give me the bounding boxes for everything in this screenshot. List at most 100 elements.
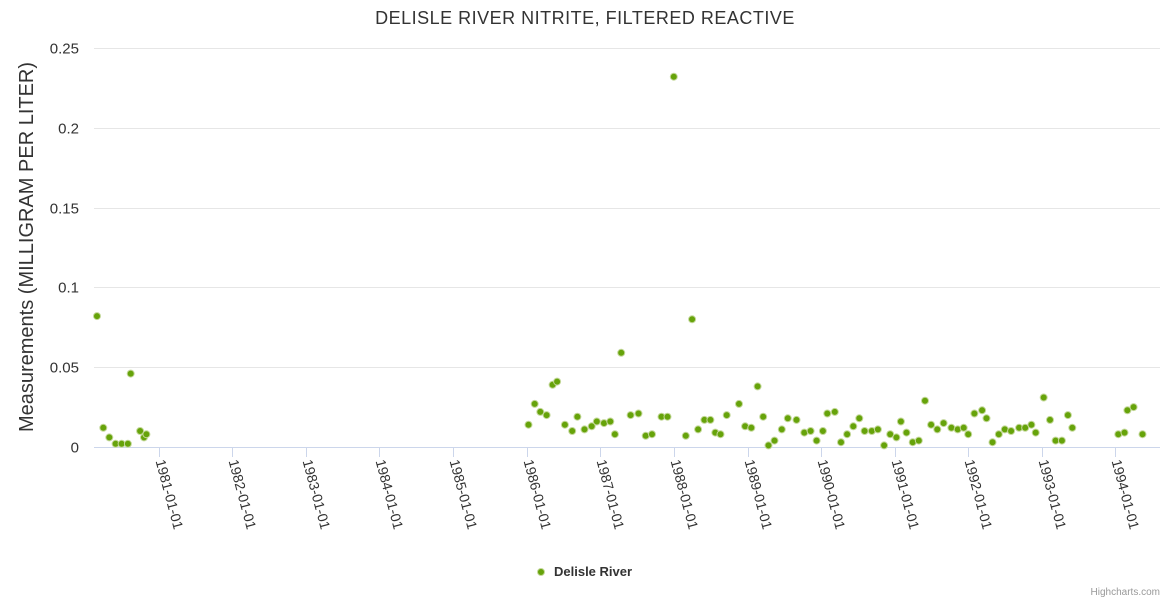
- data-point[interactable]: [626, 411, 635, 420]
- data-point[interactable]: [1129, 403, 1138, 412]
- data-point[interactable]: [1027, 420, 1036, 429]
- data-point[interactable]: [849, 422, 858, 431]
- data-point[interactable]: [927, 420, 936, 429]
- data-point[interactable]: [688, 315, 697, 324]
- data-point[interactable]: [830, 407, 839, 416]
- data-point[interactable]: [634, 409, 643, 418]
- credits-link[interactable]: Highcharts.com: [1091, 587, 1160, 598]
- data-point[interactable]: [105, 433, 114, 442]
- chart-title: DELISLE RIVER NITRITE, FILTERED REACTIVE: [375, 8, 795, 28]
- data-point[interactable]: [982, 414, 991, 423]
- data-point[interactable]: [964, 430, 973, 439]
- data-point[interactable]: [792, 415, 801, 424]
- gridlines: [94, 48, 1160, 368]
- data-point[interactable]: [1039, 393, 1048, 402]
- legend-marker[interactable]: [537, 568, 545, 576]
- data-point[interactable]: [587, 422, 596, 431]
- data-point[interactable]: [530, 399, 539, 408]
- data-point[interactable]: [1138, 430, 1147, 439]
- y-tick-label: 0.25: [50, 41, 79, 58]
- data-point[interactable]: [536, 407, 545, 416]
- data-point[interactable]: [136, 427, 145, 435]
- data-point[interactable]: [747, 423, 756, 432]
- data-point[interactable]: [959, 423, 968, 432]
- data-point[interactable]: [706, 415, 715, 424]
- data-point[interactable]: [921, 396, 929, 405]
- data-point[interactable]: [542, 411, 551, 420]
- data-point[interactable]: [994, 430, 1003, 439]
- data-point[interactable]: [663, 412, 672, 421]
- data-point[interactable]: [735, 399, 743, 408]
- y-tick-label: 0: [71, 440, 79, 457]
- data-point[interactable]: [837, 438, 845, 447]
- y-axis-title: Measurements (MILLIGRAM PER LITER): [16, 62, 38, 432]
- data-point[interactable]: [1021, 423, 1030, 432]
- y-tick-label: 0.2: [58, 121, 79, 138]
- y-tick-label: 0.15: [50, 201, 79, 218]
- data-point[interactable]: [1063, 411, 1072, 420]
- data-point[interactable]: [681, 431, 690, 440]
- data-point[interactable]: [592, 417, 601, 426]
- y-tick-label: 0.1: [58, 280, 79, 297]
- data-point[interactable]: [823, 409, 832, 418]
- data-point[interactable]: [978, 406, 987, 415]
- data-point[interactable]: [568, 427, 577, 435]
- legend[interactable]: Delisle River: [537, 564, 633, 579]
- legend-item-delisle-river[interactable]: Delisle River: [554, 564, 632, 579]
- data-point[interactable]: [777, 425, 786, 434]
- data-point[interactable]: [902, 428, 911, 437]
- data-point[interactable]: [939, 419, 948, 428]
- data-point[interactable]: [843, 430, 852, 439]
- data-point[interactable]: [580, 425, 589, 434]
- data-point[interactable]: [694, 425, 703, 434]
- data-point[interactable]: [573, 412, 582, 421]
- data-point[interactable]: [1046, 415, 1054, 424]
- data-point[interactable]: [753, 382, 762, 391]
- data-point[interactable]: [914, 436, 923, 445]
- data-point[interactable]: [880, 441, 889, 450]
- data-point[interactable]: [123, 439, 132, 448]
- data-point[interactable]: [669, 72, 678, 81]
- data-point[interactable]: [806, 427, 815, 435]
- data-point[interactable]: [716, 430, 725, 439]
- data-point[interactable]: [1007, 427, 1016, 435]
- data-point[interactable]: [648, 430, 656, 439]
- data-point[interactable]: [1057, 436, 1066, 445]
- data-point[interactable]: [126, 369, 135, 378]
- data-point[interactable]: [812, 436, 821, 445]
- data-point[interactable]: [892, 433, 901, 442]
- data-point[interactable]: [896, 417, 905, 426]
- data-point[interactable]: [617, 348, 626, 357]
- data-point[interactable]: [1123, 406, 1132, 415]
- data-point[interactable]: [560, 420, 569, 429]
- data-point[interactable]: [93, 312, 101, 321]
- data-point[interactable]: [606, 417, 615, 426]
- data-point[interactable]: [933, 425, 942, 434]
- data-point[interactable]: [610, 430, 619, 439]
- y-axis-ticks: 0 0.05 0.1 0.15 0.2 0.25: [50, 41, 79, 457]
- data-point[interactable]: [1120, 428, 1129, 437]
- data-point[interactable]: [873, 425, 882, 434]
- series-delisle-river[interactable]: [93, 72, 1147, 450]
- data-point[interactable]: [1031, 428, 1040, 437]
- data-point[interactable]: [524, 420, 533, 429]
- data-point[interactable]: [764, 441, 773, 450]
- data-point[interactable]: [988, 438, 997, 447]
- data-point[interactable]: [783, 414, 792, 423]
- data-point[interactable]: [142, 430, 151, 439]
- data-point[interactable]: [860, 427, 869, 435]
- data-point[interactable]: [1068, 423, 1077, 432]
- data-point[interactable]: [99, 423, 108, 432]
- data-point[interactable]: [818, 427, 827, 435]
- data-point[interactable]: [855, 414, 864, 423]
- y-tick-label: 0.05: [50, 360, 79, 377]
- data-point[interactable]: [970, 409, 979, 418]
- data-point[interactable]: [722, 411, 731, 420]
- data-point[interactable]: [886, 430, 895, 439]
- data-point[interactable]: [759, 412, 768, 421]
- data-point[interactable]: [770, 436, 779, 445]
- data-point[interactable]: [553, 377, 562, 386]
